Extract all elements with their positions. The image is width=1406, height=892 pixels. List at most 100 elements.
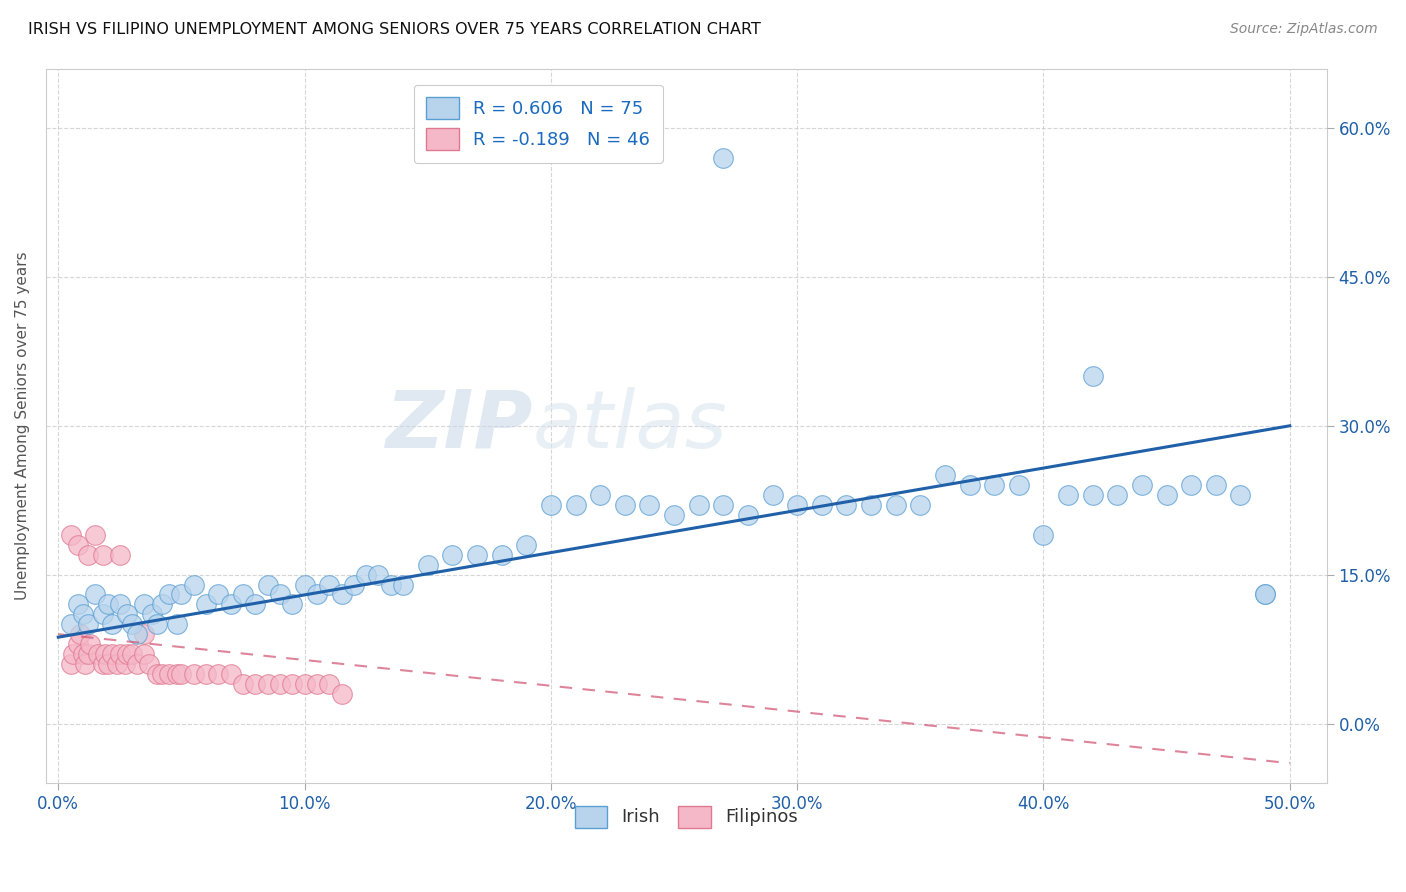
Point <box>564 498 586 512</box>
Text: Source: ZipAtlas.com: Source: ZipAtlas.com <box>1230 22 1378 37</box>
Point <box>959 478 981 492</box>
Point <box>134 647 156 661</box>
Point <box>638 498 661 512</box>
Point <box>1107 488 1129 502</box>
Point <box>269 677 291 691</box>
Point <box>76 548 98 562</box>
Point <box>146 617 169 632</box>
Point <box>810 498 832 512</box>
Point <box>416 558 439 572</box>
Point <box>219 666 242 681</box>
Point <box>79 637 101 651</box>
Point <box>96 598 118 612</box>
Point <box>343 577 366 591</box>
Point <box>380 577 402 591</box>
Point <box>101 647 124 661</box>
Point <box>72 647 94 661</box>
Point <box>62 647 84 661</box>
Point <box>207 587 229 601</box>
Point <box>294 577 316 591</box>
Point <box>281 598 304 612</box>
Point <box>367 567 389 582</box>
Point <box>256 577 278 591</box>
Point <box>1057 488 1080 502</box>
Point <box>1081 369 1104 384</box>
Point <box>589 488 612 502</box>
Point <box>157 587 180 601</box>
Point <box>688 498 710 512</box>
Point <box>105 657 128 671</box>
Point <box>1205 478 1227 492</box>
Point <box>141 607 163 622</box>
Point <box>117 607 139 622</box>
Point <box>76 617 98 632</box>
Point <box>166 617 188 632</box>
Point <box>835 498 858 512</box>
Point <box>66 637 89 651</box>
Point <box>91 657 114 671</box>
Point <box>127 627 149 641</box>
Point <box>134 627 156 641</box>
Point <box>465 548 488 562</box>
Point <box>281 677 304 691</box>
Point <box>170 587 193 601</box>
Point <box>786 498 808 512</box>
Point <box>59 617 82 632</box>
Point <box>183 666 205 681</box>
Point <box>245 677 267 691</box>
Point <box>183 577 205 591</box>
Legend: Irish, Filipinos: Irish, Filipinos <box>568 798 806 835</box>
Point <box>72 607 94 622</box>
Point <box>121 617 143 632</box>
Point <box>150 598 173 612</box>
Point <box>1229 488 1251 502</box>
Point <box>1032 528 1054 542</box>
Point <box>59 657 82 671</box>
Point <box>94 647 117 661</box>
Point <box>305 587 328 601</box>
Point <box>66 598 89 612</box>
Point <box>114 657 136 671</box>
Point <box>59 528 82 542</box>
Point <box>108 598 131 612</box>
Point <box>662 508 685 522</box>
Point <box>1008 478 1031 492</box>
Point <box>934 468 956 483</box>
Point <box>318 577 340 591</box>
Point <box>1156 488 1178 502</box>
Point <box>170 666 193 681</box>
Point <box>441 548 464 562</box>
Point <box>150 666 173 681</box>
Point <box>91 548 114 562</box>
Point <box>761 488 783 502</box>
Point <box>232 677 254 691</box>
Point <box>101 617 124 632</box>
Point <box>91 607 114 622</box>
Point <box>75 657 97 671</box>
Point <box>294 677 316 691</box>
Point <box>66 538 89 552</box>
Point <box>121 647 143 661</box>
Point <box>1081 488 1104 502</box>
Point <box>983 478 1005 492</box>
Point <box>860 498 883 512</box>
Point <box>515 538 537 552</box>
Point <box>108 548 131 562</box>
Point <box>330 587 353 601</box>
Point <box>1130 478 1153 492</box>
Point <box>166 666 188 681</box>
Point <box>117 647 139 661</box>
Point <box>910 498 932 512</box>
Point <box>1254 587 1277 601</box>
Point <box>127 657 149 671</box>
Point <box>256 677 278 691</box>
Point <box>76 647 98 661</box>
Point <box>491 548 513 562</box>
Point <box>86 647 108 661</box>
Point <box>157 666 180 681</box>
Point <box>96 657 118 671</box>
Point <box>330 687 353 701</box>
Point <box>737 508 759 522</box>
Point <box>392 577 415 591</box>
Point <box>305 677 328 691</box>
